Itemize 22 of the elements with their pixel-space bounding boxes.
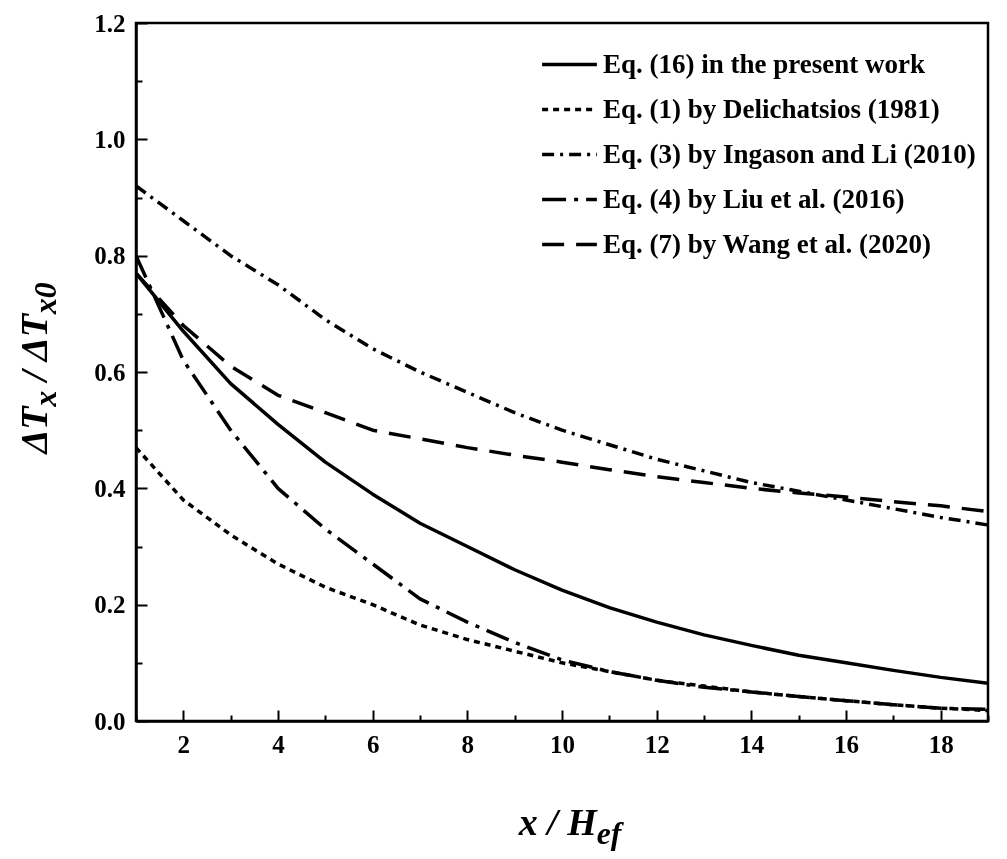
x-tick-label: 4 — [272, 730, 286, 758]
x-axis-title: x / H$_{ef}$ — [518, 800, 622, 852]
y-tick-label: 1.0 — [94, 125, 126, 153]
y-tick-label: 0.2 — [94, 591, 126, 619]
y-tick-label: 0.6 — [94, 358, 126, 386]
x-tick-label: 2 — [177, 730, 191, 758]
legend-label: Eq. (7) by Wang et al. (2020) — [603, 228, 932, 259]
y-tick-label: 0.8 — [94, 242, 126, 270]
y-tick-label: 0.0 — [94, 707, 126, 735]
x-tick-label: 10 — [550, 730, 575, 758]
legend-label: Eq. (4) by Liu et al. (2016) — [603, 183, 905, 214]
y-tick-label: 0.4 — [94, 474, 126, 502]
y-tick-label: 1.2 — [94, 9, 126, 37]
x-tick-label: 12 — [644, 730, 670, 758]
x-tick-label: 18 — [928, 730, 954, 758]
x-tick-label: 14 — [739, 730, 765, 758]
x-tick-label: 8 — [461, 730, 475, 758]
legend-label: Eq. (3) by Ingason and Li (2010) — [603, 138, 976, 169]
x-tick-label: 16 — [834, 730, 859, 758]
x-tick-label: 6 — [366, 730, 380, 758]
legend-label: Eq. (1) by Delichatsios (1981) — [603, 93, 940, 124]
legend-label: Eq. (16) in the present work — [603, 48, 926, 79]
